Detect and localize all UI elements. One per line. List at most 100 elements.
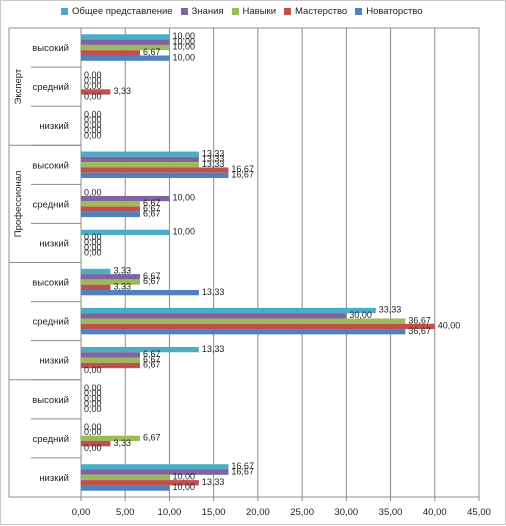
legend-label: Общее представление — [72, 5, 173, 17]
data-label: 16,67 — [231, 164, 254, 174]
plot-area — [80, 27, 480, 498]
data-label: 16,67 — [231, 170, 254, 180]
bar — [81, 55, 170, 61]
data-label: 6,67 — [143, 203, 161, 213]
bar — [81, 172, 229, 179]
data-label: 10,00 — [172, 472, 195, 482]
data-label: 36,67 — [408, 326, 431, 336]
bar — [81, 464, 229, 470]
data-label: 10,00 — [172, 482, 195, 492]
data-label: 0,00 — [84, 81, 102, 91]
legend-item: Мастерство — [284, 6, 347, 17]
data-label: 3,33 — [113, 266, 131, 276]
bar — [81, 274, 140, 280]
data-label: 0,00 — [84, 427, 102, 437]
data-label: 0,00 — [84, 248, 102, 258]
bar — [81, 201, 140, 207]
bar — [81, 211, 140, 218]
bar — [81, 289, 199, 296]
data-label: 10,00 — [172, 227, 195, 237]
data-label: 0,00 — [84, 404, 102, 414]
category-label: высокий — [32, 278, 69, 289]
legend-swatch — [355, 7, 363, 15]
legend-item: Навыки — [231, 5, 277, 17]
bar — [81, 485, 170, 491]
data-label: 10,00 — [172, 42, 195, 52]
data-label: 16,67 — [231, 461, 254, 471]
bar — [81, 284, 111, 290]
data-label: 3,33 — [113, 86, 131, 96]
category-label: средний — [32, 434, 69, 445]
bar — [81, 39, 170, 45]
bar — [81, 44, 170, 51]
bar — [81, 162, 199, 168]
data-label: 13,33 — [202, 148, 225, 158]
bar — [81, 34, 170, 40]
bar — [81, 89, 111, 95]
legend-item: Новаторство — [355, 5, 423, 17]
category-label: низкий — [39, 356, 69, 367]
data-label: 0,00 — [84, 130, 102, 140]
data-label: 0,00 — [84, 115, 102, 125]
x-tick-label: 25,00 — [290, 507, 314, 518]
bar — [81, 362, 140, 369]
group-label: Профессионал — [13, 171, 24, 238]
data-label: 13,33 — [202, 344, 225, 354]
legend-swatch — [284, 7, 292, 15]
bar — [81, 50, 140, 56]
data-label: 30,00 — [349, 310, 372, 320]
data-label: 0,00 — [84, 120, 102, 130]
x-tick-label: 5,00 — [116, 507, 135, 518]
data-label: 0,00 — [84, 422, 102, 432]
data-label: 6,67 — [143, 276, 161, 286]
data-label: 0,00 — [84, 91, 102, 101]
group-label: Эксперт — [13, 68, 24, 104]
x-tick-label: 30,00 — [334, 507, 358, 518]
x-tick-label: 35,00 — [379, 507, 403, 518]
data-label: 0,00 — [84, 399, 102, 409]
legend-swatch — [61, 7, 68, 15]
data-label: 10,00 — [172, 31, 195, 41]
bar — [81, 313, 347, 319]
bar — [81, 346, 199, 353]
bar — [81, 167, 229, 173]
data-label: 0,00 — [84, 237, 102, 247]
bar — [81, 357, 140, 363]
data-label: 0,00 — [84, 109, 102, 119]
data-label: 6,67 — [143, 47, 161, 57]
bar — [81, 480, 199, 486]
bar — [81, 441, 111, 447]
bar — [81, 206, 140, 212]
data-label: 0,00 — [84, 365, 102, 375]
legend-label: Новаторство — [366, 5, 423, 17]
legend-item: Общее представление — [61, 6, 173, 17]
x-tick-label: 10,00 — [158, 507, 182, 518]
data-label: 10,00 — [172, 52, 195, 62]
legend-label: Навыки — [242, 5, 277, 17]
x-tick-label: 0,00 — [72, 507, 91, 518]
data-label: 13,33 — [202, 159, 225, 169]
data-label: 36,67 — [408, 315, 431, 325]
data-label: 6,67 — [143, 349, 161, 359]
bar — [81, 268, 111, 275]
data-label: 10,00 — [172, 36, 195, 46]
data-label: 3,33 — [113, 438, 131, 448]
legend-swatch — [180, 7, 188, 15]
bar — [81, 156, 199, 163]
data-label: 40,00 — [438, 321, 461, 331]
data-label: 6,67 — [143, 209, 161, 219]
data-label: 3,33 — [113, 281, 131, 291]
legend: Общее представление Знания Навыки Мастерств… — [61, 4, 431, 18]
data-label: 0,00 — [84, 388, 102, 398]
data-label: 0,00 — [84, 393, 102, 403]
bar — [81, 435, 140, 442]
category-label: средний — [32, 199, 69, 210]
category-label: низкий — [39, 121, 69, 132]
data-label: 0,00 — [84, 70, 102, 80]
data-label: 6,67 — [143, 360, 161, 370]
data-label: 0,00 — [84, 125, 102, 135]
bar — [81, 279, 140, 285]
data-label: 0,00 — [84, 383, 102, 393]
data-label: 6,67 — [143, 198, 161, 208]
bar — [81, 195, 170, 202]
